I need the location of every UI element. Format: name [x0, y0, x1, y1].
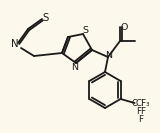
Text: CF₃: CF₃: [136, 99, 150, 107]
Text: N: N: [11, 39, 19, 49]
Text: N: N: [72, 63, 79, 72]
Text: O: O: [120, 22, 128, 32]
Text: F: F: [140, 107, 145, 117]
Text: S: S: [43, 13, 49, 23]
Text: S: S: [82, 26, 88, 35]
Text: C: C: [132, 99, 137, 107]
Text: F: F: [138, 115, 143, 124]
Text: N: N: [105, 51, 112, 61]
Text: F: F: [136, 107, 141, 117]
